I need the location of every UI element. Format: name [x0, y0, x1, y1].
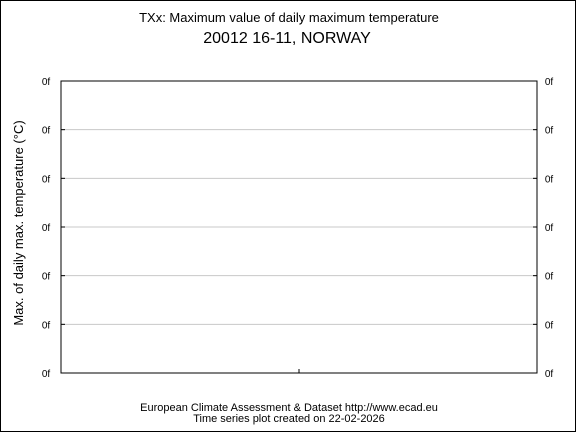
axis-ticks: 0f 0f 0f 0f 0f 0f 0f 0f 0f 0f 0f 0f 0f 0f	[42, 77, 554, 380]
y-tick-label-right: 0f	[545, 77, 554, 88]
y-tick-label-right: 0f	[545, 126, 554, 137]
y-tick-label-left: 0f	[42, 223, 51, 234]
y-tick-label-left: 0f	[42, 174, 51, 185]
footer-created: Time series plot created on 22-02-2026	[193, 413, 385, 425]
y-tick-label-right: 0f	[545, 369, 554, 380]
y-axis-label: Max. of daily max. temperature (°C)	[11, 120, 26, 325]
y-tick-label-right: 0f	[545, 272, 554, 283]
y-tick-label-left: 0f	[42, 320, 51, 331]
y-tick-label-right: 0f	[545, 174, 554, 185]
y-tick-label-left: 0f	[42, 369, 51, 380]
y-tick-label-left: 0f	[42, 126, 51, 137]
chart-title: TXx: Maximum value of daily maximum temp…	[139, 10, 439, 25]
chart-subtitle: 20012 16-11, NORWAY	[203, 30, 371, 47]
footer-source: European Climate Assessment & Dataset ht…	[140, 402, 438, 414]
y-tick-label-left: 0f	[42, 77, 51, 88]
y-tick-label-right: 0f	[545, 223, 554, 234]
gridlines	[61, 129, 537, 325]
y-tick-label-left: 0f	[42, 272, 51, 283]
y-tick-label-right: 0f	[545, 320, 554, 331]
